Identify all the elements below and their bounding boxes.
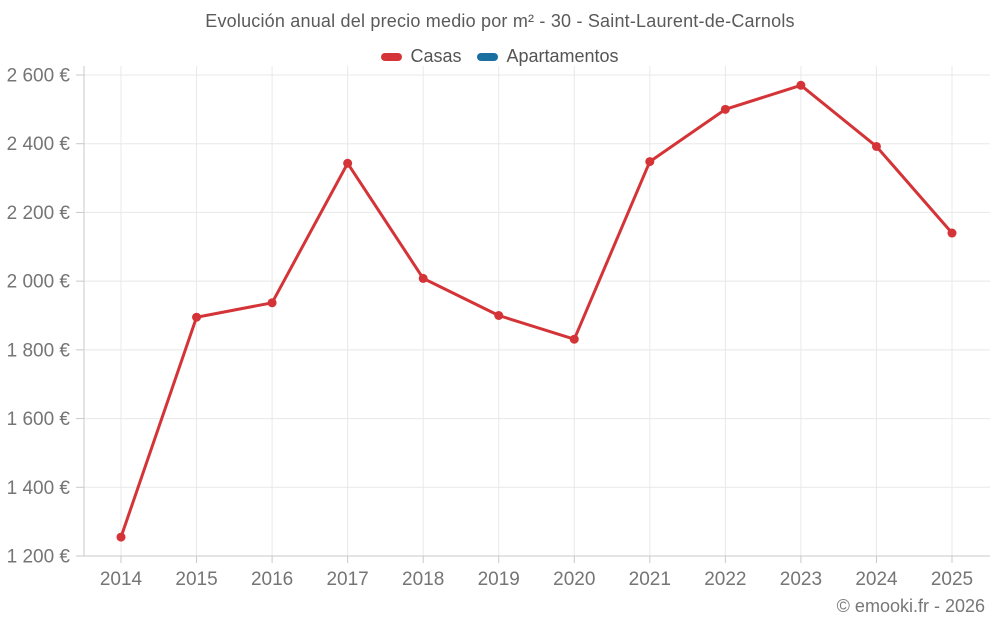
x-tick-label: 2019 — [478, 569, 520, 590]
legend-swatch-apartamentos — [477, 52, 499, 61]
data-point-casas-2018[interactable] — [418, 273, 428, 283]
y-tick-label: 1 200 € — [7, 547, 71, 568]
y-tick-label: 1 600 € — [7, 409, 71, 430]
data-point-casas-2023[interactable] — [796, 80, 806, 90]
data-point-casas-2021[interactable] — [645, 157, 655, 167]
data-point-casas-2016[interactable] — [267, 298, 277, 308]
legend-label-casas: Casas — [410, 46, 462, 66]
legend: Casas Apartamentos — [0, 46, 1000, 67]
y-tick-label: 1 400 € — [7, 478, 71, 499]
data-point-casas-2014[interactable] — [116, 532, 126, 542]
data-point-casas-2019[interactable] — [494, 311, 504, 320]
x-tick-label: 2025 — [931, 569, 973, 590]
data-point-casas-2015[interactable] — [192, 312, 202, 322]
x-tick-label: 2020 — [553, 569, 595, 590]
x-tick-label: 2016 — [251, 569, 293, 590]
y-tick-label: 2 400 € — [7, 134, 71, 155]
x-tick-label: 2023 — [780, 569, 822, 590]
data-point-casas-2024[interactable] — [871, 141, 881, 151]
data-point-casas-2017[interactable] — [343, 158, 353, 168]
x-tick-label: 2018 — [402, 569, 444, 590]
x-tick-label: 2021 — [629, 569, 671, 590]
legend-item-apartamentos[interactable]: Apartamentos — [477, 46, 619, 67]
x-tick-label: 2014 — [100, 569, 143, 590]
x-tick-label: 2015 — [175, 569, 217, 590]
data-point-casas-2020[interactable] — [569, 334, 579, 344]
chart-title: Evolución anual del precio medio por m² … — [205, 11, 795, 31]
legend-swatch-casas — [381, 52, 403, 61]
legend-item-casas[interactable]: Casas — [381, 46, 461, 67]
data-point-casas-2025[interactable] — [947, 228, 957, 238]
attribution: © emooki.fr - 2026 — [836, 596, 985, 616]
series-line-casas — [119, 83, 954, 539]
data-point-casas-2022[interactable] — [720, 104, 730, 114]
legend-label-apartamentos: Apartamentos — [506, 46, 619, 66]
y-tick-label: 2 600 € — [7, 66, 71, 87]
y-tick-label: 2 000 € — [7, 272, 71, 293]
y-tick-label: 2 200 € — [7, 203, 71, 224]
x-tick-label: 2024 — [855, 569, 898, 590]
x-tick-label: 2017 — [326, 569, 368, 590]
x-tick-label: 2022 — [704, 569, 746, 590]
y-tick-label: 1 800 € — [7, 340, 71, 361]
